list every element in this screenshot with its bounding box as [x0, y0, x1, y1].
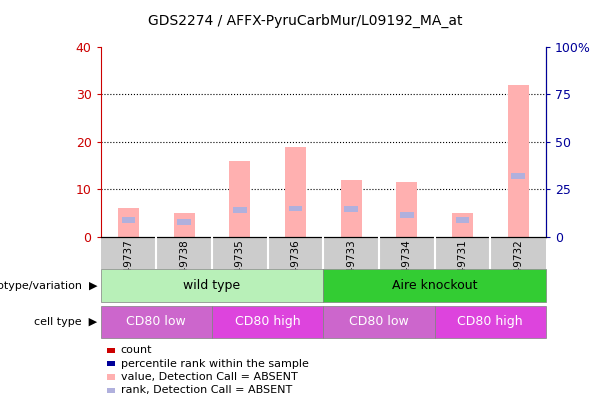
Bar — [400, 212, 414, 218]
Bar — [452, 213, 473, 237]
Text: rank, Detection Call = ABSENT: rank, Detection Call = ABSENT — [121, 386, 292, 395]
Text: wild type: wild type — [184, 279, 240, 292]
Text: count: count — [121, 345, 152, 355]
Bar — [344, 207, 358, 212]
Bar — [174, 213, 195, 237]
Text: percentile rank within the sample: percentile rank within the sample — [121, 359, 309, 369]
Bar — [229, 161, 250, 237]
Text: Aire knockout: Aire knockout — [392, 279, 478, 292]
Bar — [121, 217, 135, 223]
Text: CD80 high: CD80 high — [235, 315, 301, 328]
Text: CD80 high: CD80 high — [458, 315, 523, 328]
Bar — [285, 147, 306, 237]
Bar — [511, 173, 525, 179]
Text: CD80 low: CD80 low — [349, 315, 409, 328]
Bar — [340, 180, 362, 237]
Bar — [289, 205, 303, 211]
Bar — [508, 85, 529, 237]
Text: genotype/variation  ▶: genotype/variation ▶ — [0, 281, 98, 290]
Text: cell type  ▶: cell type ▶ — [35, 317, 98, 327]
Bar — [178, 219, 191, 224]
Bar — [456, 217, 469, 223]
Bar — [118, 208, 139, 237]
Text: CD80 low: CD80 low — [126, 315, 186, 328]
Text: value, Detection Call = ABSENT: value, Detection Call = ABSENT — [121, 372, 298, 382]
Bar — [233, 207, 246, 213]
Bar — [396, 182, 417, 237]
Text: GDS2274 / AFFX-PyruCarbMur/L09192_MA_at: GDS2274 / AFFX-PyruCarbMur/L09192_MA_at — [148, 14, 462, 28]
